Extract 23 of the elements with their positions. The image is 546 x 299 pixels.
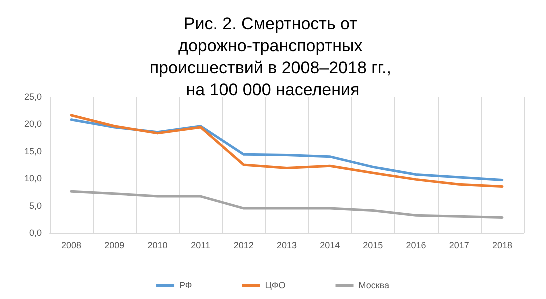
line-series [70, 190, 504, 220]
x-tick-label: 2012 [234, 240, 254, 250]
y-tick-label: 0,0 [29, 228, 42, 238]
x-tick-label: 2011 [191, 240, 210, 250]
legend-label: ЦФО [265, 280, 286, 290]
legend-label: Москва [358, 280, 390, 290]
line-series [70, 114, 504, 188]
x-tick-label: 2014 [320, 240, 340, 250]
x-tick-label: 2010 [148, 240, 168, 250]
x-tick-label: 2015 [363, 240, 384, 250]
y-tick-label: 10,0 [24, 174, 42, 184]
legend-label: РФ [180, 280, 192, 290]
y-tick-label: 20,0 [24, 119, 42, 130]
x-tick-label: 2009 [104, 240, 125, 250]
y-tick-label: 25,0 [24, 92, 42, 102]
x-tick-label: 2017 [449, 240, 470, 250]
y-tick-label: 15,0 [24, 146, 42, 156]
x-tick-label: 2008 [62, 240, 82, 250]
x-tick-label: 2018 [492, 240, 512, 250]
y-tick-label: 5,0 [29, 200, 42, 211]
chart-title: Рис. 2. Смертность от дорожно-транспортных происшествий в 2008–2018 гг., на 100 000 населения [150, 14, 396, 100]
x-tick-label: 2016 [406, 240, 426, 250]
x-tick-label: 2013 [276, 240, 298, 250]
